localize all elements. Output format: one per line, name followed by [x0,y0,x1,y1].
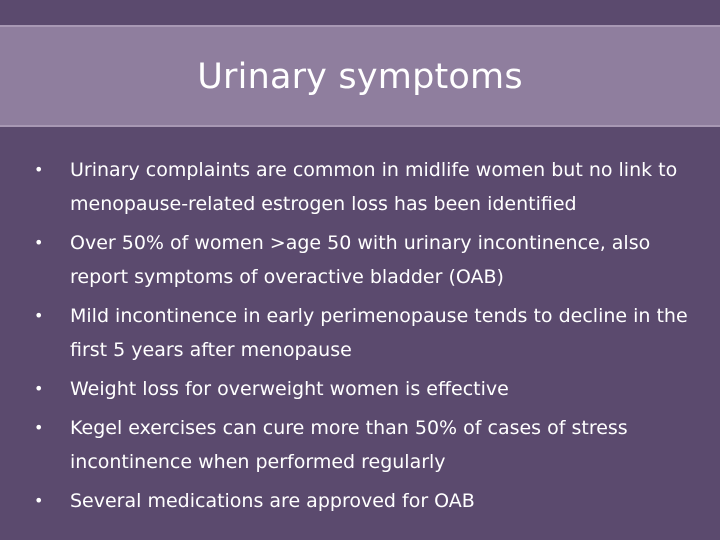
bullet-item: • Kegel exercises can cure more than 50%… [34,411,694,479]
bullet-marker: • [34,233,44,252]
bullet-text: Weight loss for overweight women is effe… [70,378,509,400]
bullet-marker: • [34,306,44,325]
bullet-item: • Mild incontinence in early perimenopau… [34,299,694,367]
bullet-item: • Over 50% of women >age 50 with urinary… [34,226,694,294]
bullet-marker: • [34,160,44,179]
bullet-list: • Urinary complaints are common in midli… [34,153,694,523]
bullet-text: Kegel exercises can cure more than 50% o… [70,417,628,473]
bullet-item: • Urinary complaints are common in midli… [34,153,694,221]
bullet-text: Urinary complaints are common in midlife… [70,159,678,215]
bullet-text: Over 50% of women >age 50 with urinary i… [70,232,651,288]
bullet-text: Several medications are approved for OAB [70,490,475,512]
bullet-item: • Weight loss for overweight women is ef… [34,372,694,406]
bullet-text: Mild incontinence in early perimenopause… [70,305,688,361]
slide-title: Urinary symptoms [197,57,523,97]
bullet-marker: • [34,491,44,510]
bullet-marker: • [34,379,44,398]
bullet-marker: • [34,418,44,437]
title-band: Urinary symptoms [0,25,720,127]
bullet-item: • Several medications are approved for O… [34,484,694,518]
